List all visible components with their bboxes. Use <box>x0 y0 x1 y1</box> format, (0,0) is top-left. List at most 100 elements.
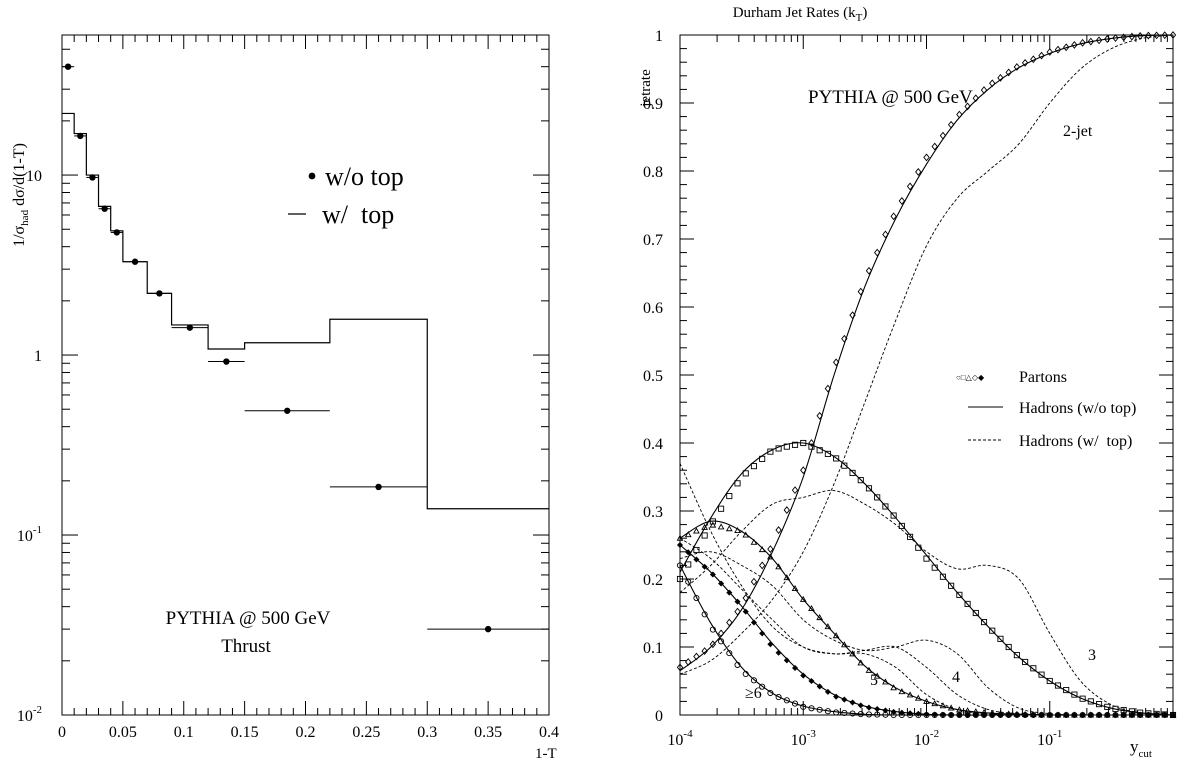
partons-2-jet-marker <box>800 466 807 475</box>
thrust-x-tick-label: 0 <box>58 724 66 741</box>
thrust-point-wo-top <box>484 625 492 633</box>
partons-2-jet-marker <box>898 197 906 205</box>
thrust-point-wo-top <box>156 290 163 297</box>
hadrons-wo-top-2-jet-line <box>679 34 1174 672</box>
partons-2-jet-marker <box>857 287 864 296</box>
jetrate-legend-label-hadrons-w-top: Hadrons (w/ top) <box>1019 433 1132 450</box>
partons-3-jet-marker <box>1030 665 1037 672</box>
partons-4-jet-marker <box>693 527 700 534</box>
partons-3-jet-marker <box>857 477 864 484</box>
partons-3-jet-marker <box>980 619 988 626</box>
thrust-x-tick-label: 0.1 <box>174 724 194 741</box>
partons-3-jet-marker <box>849 469 856 476</box>
partons-2-jet-marker <box>882 230 889 239</box>
partons-2-jet-marker <box>1112 34 1119 42</box>
partons-2-jet-marker <box>816 411 823 420</box>
partons-2-jet-marker <box>1095 36 1103 45</box>
partons-ge6-jet-marker <box>775 693 782 701</box>
partons-2-jet-marker <box>874 248 881 257</box>
partons-4-jet-marker <box>799 595 807 602</box>
partons-5-jet-marker <box>792 664 799 671</box>
jetrate-plot-frame <box>679 34 1174 716</box>
partons-5-jet-marker <box>750 619 757 626</box>
partons-2-jet-marker <box>832 358 840 367</box>
jetrate-panel: Durham Jet Rates (kT) 10-4 10-3 10-2 10-1 0… <box>638 5 1177 760</box>
thrust-panel: 0 0.05 0.1 0.15 0.2 0.25 0.3 0.35 0.4 10-210-111… <box>11 34 559 762</box>
jetrate-y-tick-label: 0.7 <box>643 232 663 249</box>
partons-3-jet-marker <box>1046 677 1053 685</box>
partons-3-jet-marker <box>734 480 741 487</box>
thrust-legend-label-w-top: w/ top <box>322 200 394 229</box>
jetrate-label-3jet: 3 <box>1088 647 1096 664</box>
partons-3-jet-marker <box>726 492 733 500</box>
jetrate-y-tick-label: 0.9 <box>643 96 663 113</box>
partons-ge6-jet-marker <box>750 677 758 684</box>
partons-2-jet-marker <box>923 153 930 162</box>
thrust-data <box>62 63 549 633</box>
thrust-x-tick-label: 0.2 <box>296 724 316 741</box>
partons-3-jet-marker <box>1071 691 1078 698</box>
partons-3-jet-marker <box>882 503 889 510</box>
partons-4-jet-marker <box>849 650 856 657</box>
partons-2-jet-marker <box>1054 45 1062 54</box>
partons-2-jet-marker <box>750 577 758 586</box>
partons-3-jet-marker <box>898 522 905 530</box>
jetrate-y-tick-label: 0.5 <box>643 368 663 385</box>
jetrate-x-tick-labels: 10-4 10-3 10-2 10-1 <box>667 728 1062 749</box>
partons-3-jet-marker <box>767 448 774 455</box>
jetrate-x-tick-label: 10-4 <box>667 728 693 749</box>
partons-4-jet-marker <box>701 523 709 530</box>
partons-3-jet-marker <box>816 447 823 454</box>
partons-2-jet-marker <box>1046 48 1053 56</box>
partons-3-jet-marker <box>808 443 815 450</box>
thrust-point-wo-top <box>77 132 84 140</box>
partons-3-jet-marker <box>742 470 749 477</box>
partons-2-jet-markers <box>676 31 1177 672</box>
thrust-y-tick-label: 1 <box>34 348 42 365</box>
partons-2-jet-marker <box>1013 63 1021 71</box>
jetrate-y-tick-label: 0.2 <box>643 572 663 589</box>
jetrate-label-5jet: 5 <box>870 672 878 689</box>
partons-3-jet-marker <box>1054 682 1062 689</box>
partons-3-jet-marker <box>890 512 897 519</box>
partons-2-jet-marker <box>997 73 1004 82</box>
partons-3-jet-marker <box>833 455 840 462</box>
partons-ge6-jet-marker <box>685 578 692 585</box>
partons-3-jet-marker <box>997 635 1004 642</box>
partons-4-jet-marker <box>857 659 865 666</box>
partons-2-jet-marker <box>1079 38 1086 47</box>
partons-2-jet-marker <box>783 506 790 515</box>
thrust-x-tick-label: 0.3 <box>417 724 437 741</box>
jetrate-x-axis-label: ycut <box>1130 737 1152 760</box>
thrust-point-wo-top <box>101 205 108 212</box>
partons-4-jet-marker <box>824 623 832 630</box>
jetrate-data <box>676 31 1177 719</box>
thrust-x-tick-label: 0.35 <box>474 724 502 741</box>
partons-2-jet-marker <box>972 94 979 103</box>
thrust-point-wo-top <box>284 407 291 414</box>
partons-3-jet-marker <box>972 609 979 617</box>
thrust-legend-marker-wo-top <box>308 172 316 180</box>
hadrons-wo-top-3-jet-line <box>679 442 1174 716</box>
partons-ge6-jet-marker <box>676 562 684 569</box>
thrust-histogram-w-top <box>62 112 549 510</box>
partons-3-jet-marker <box>874 494 881 501</box>
partons-ge6-jet-marker <box>726 650 733 657</box>
partons-3-jet-marker <box>701 532 708 539</box>
thrust-y-tick-labels: 10-2 10-1 1 10 <box>17 168 42 725</box>
jetrate-label-2jet: 2-jet <box>1063 123 1093 140</box>
partons-5-jet-marker <box>767 641 774 648</box>
partons-3-jet-markers <box>676 439 1177 719</box>
partons-4-jet-marker <box>717 523 725 530</box>
partons-2-jet-marker <box>865 266 873 275</box>
partons-4-jet-marker <box>791 584 799 592</box>
thrust-x-tick-label: 0.4 <box>539 724 559 741</box>
partons-2-jet-marker <box>931 142 938 151</box>
jetrate-y-tick-label: 0.4 <box>643 436 663 453</box>
partons-3-jet-marker <box>1005 643 1012 651</box>
partons-3-jet-marker <box>1079 695 1086 702</box>
jetrate-annotation-generator: PYTHIA @ 500 GeV <box>808 87 973 108</box>
partons-4-jet-marker <box>775 563 782 570</box>
thrust-y-axis-label: 1/σhad dσ/d(1-T) <box>11 143 31 247</box>
